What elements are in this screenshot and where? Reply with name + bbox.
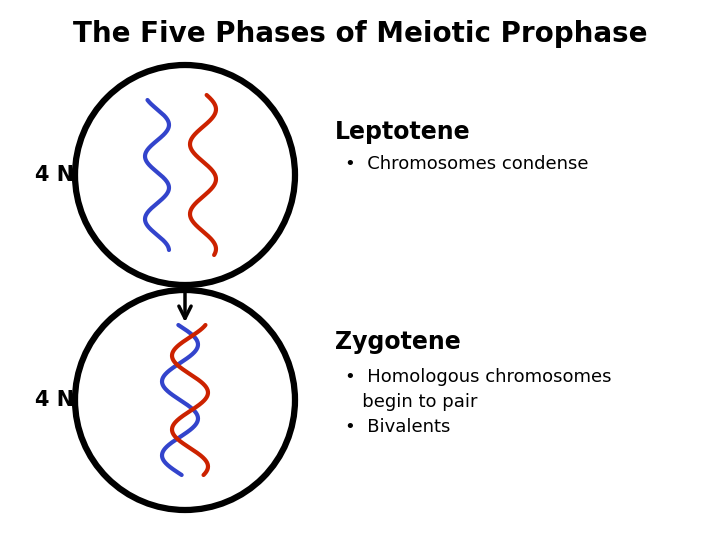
Text: begin to pair: begin to pair [345, 393, 477, 411]
Text: The Five Phases of Meiotic Prophase: The Five Phases of Meiotic Prophase [73, 20, 647, 48]
Text: Leptotene: Leptotene [335, 120, 471, 144]
Text: •  Bivalents: • Bivalents [345, 418, 451, 436]
Text: •  Chromosomes condense: • Chromosomes condense [345, 155, 588, 173]
Text: Zygotene: Zygotene [335, 330, 461, 354]
Text: 4 N: 4 N [35, 165, 75, 185]
Text: 4 N: 4 N [35, 390, 75, 410]
Text: •  Homologous chromosomes: • Homologous chromosomes [345, 368, 611, 386]
